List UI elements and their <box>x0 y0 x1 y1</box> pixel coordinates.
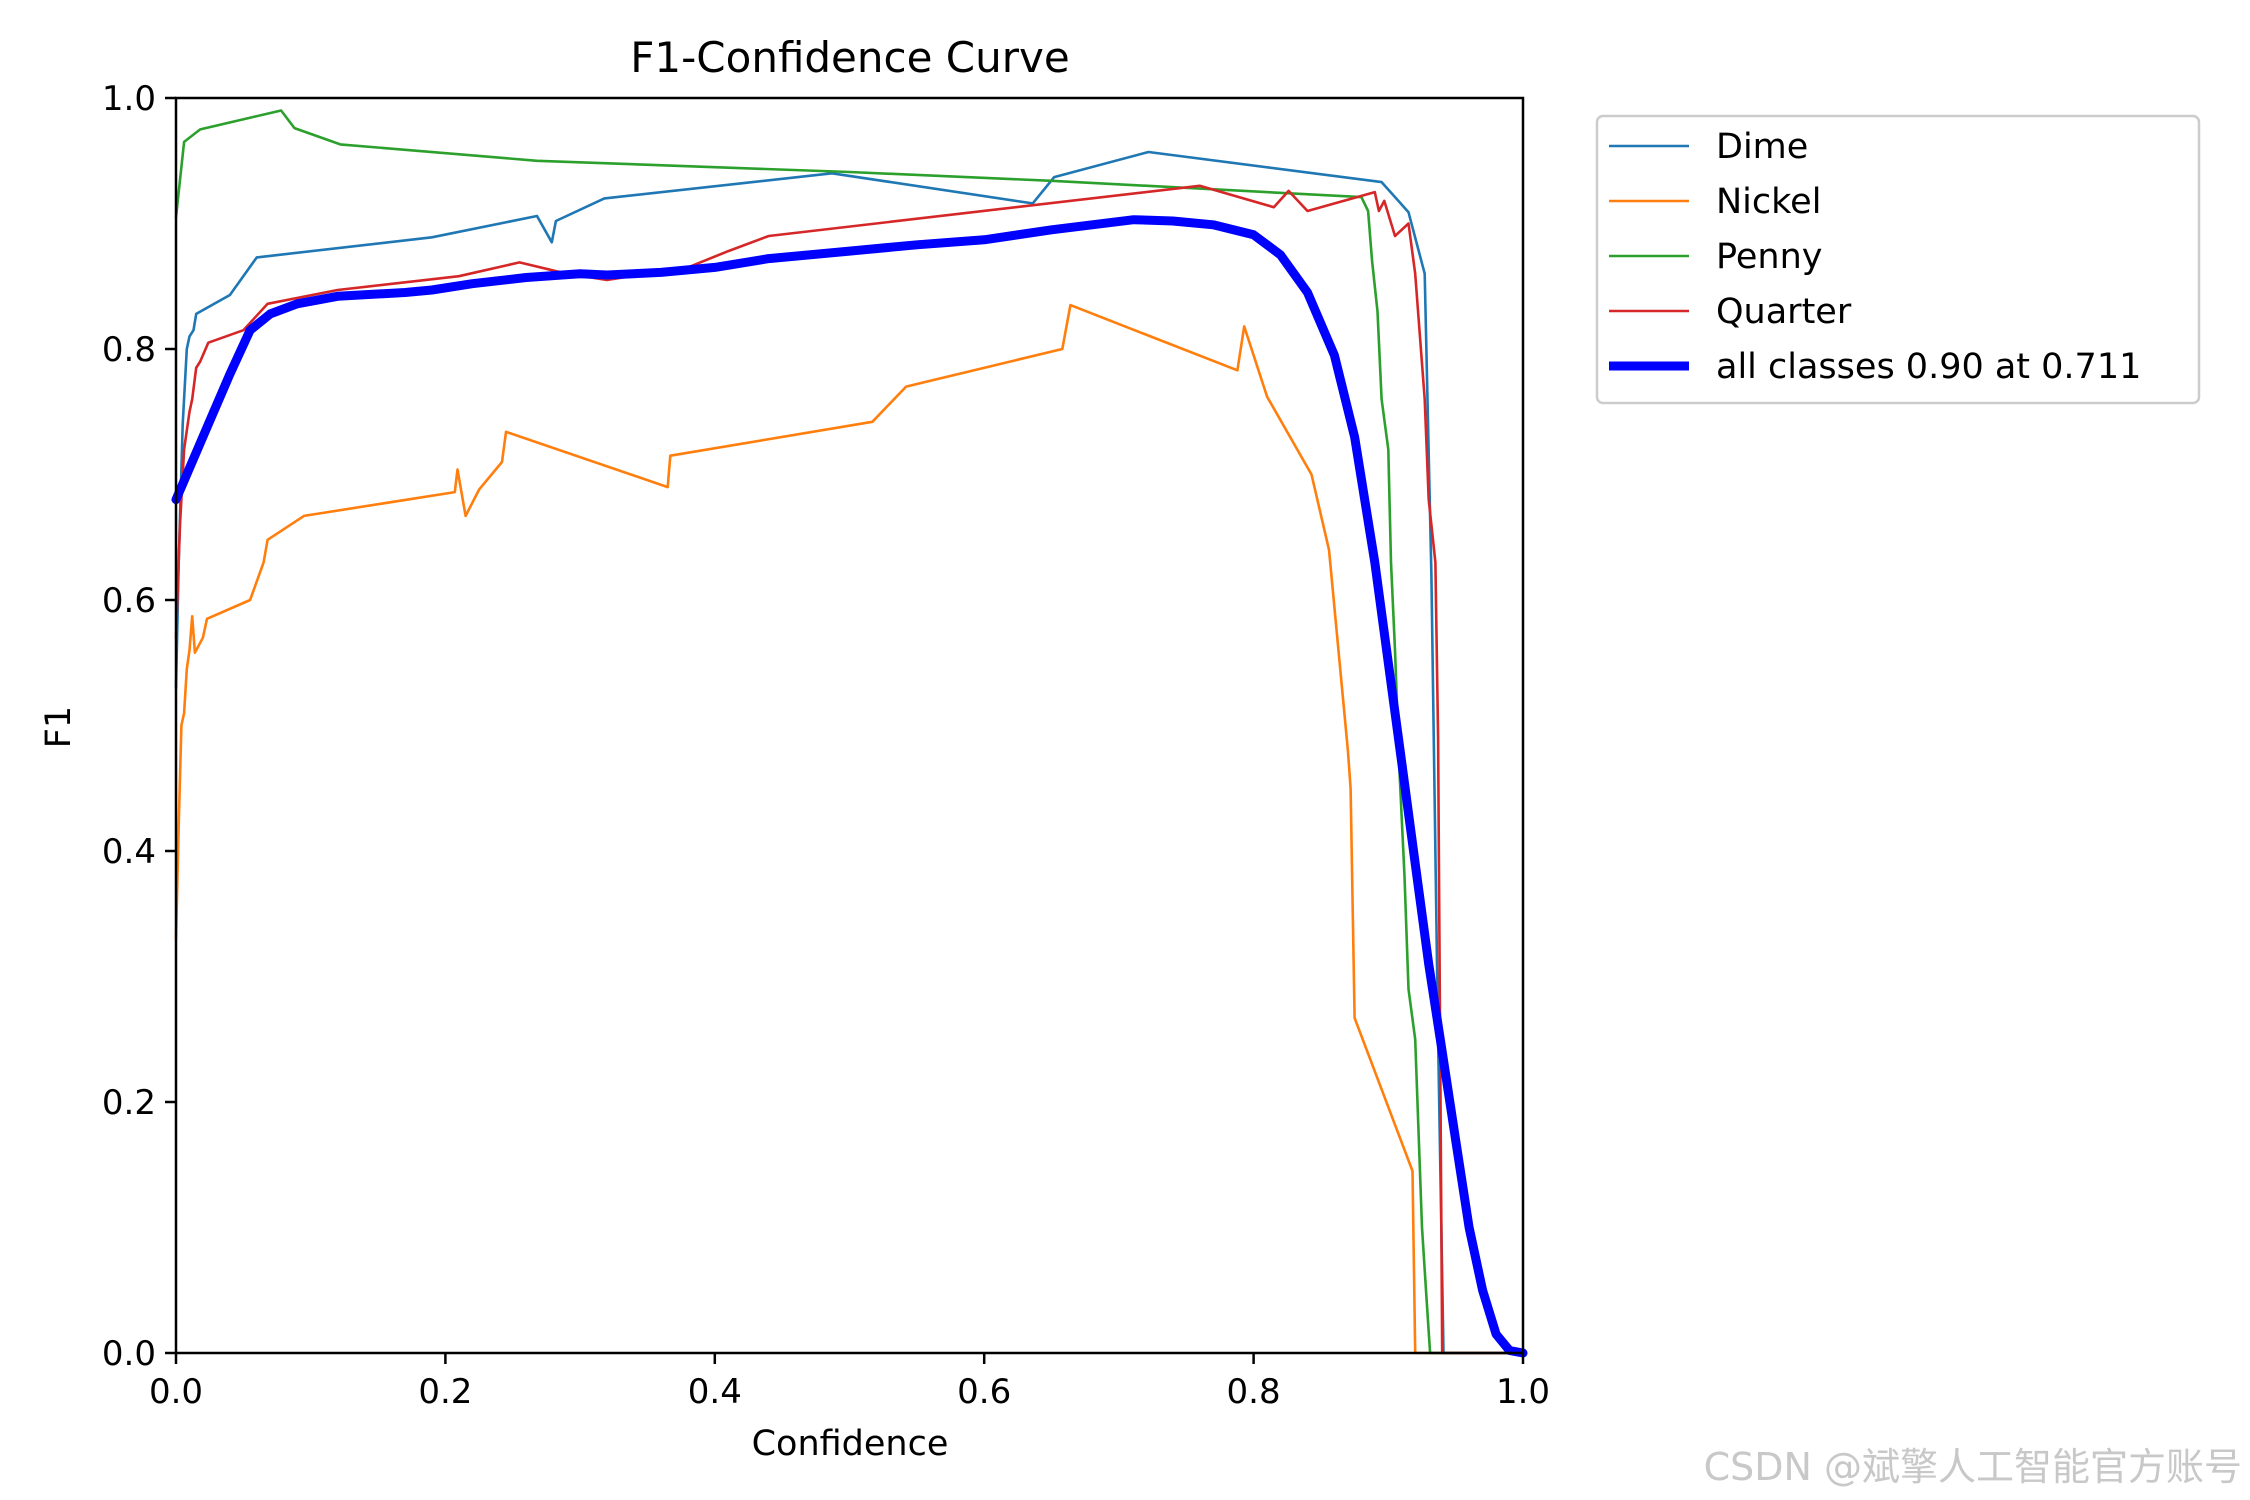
series-line-penny <box>174 109 1525 1355</box>
plot-frame <box>174 96 1525 1355</box>
legend-label: Dime <box>1716 127 1808 167</box>
series-layer <box>171 109 1528 1358</box>
legend-label: Nickel <box>1716 182 1821 222</box>
y-tick-label: 0.8 <box>102 330 156 370</box>
series-line-quarter <box>174 184 1525 1355</box>
y-axis-label: F1 <box>39 706 79 748</box>
series-line-nickel <box>174 303 1525 1355</box>
x-axis-label: Confidence <box>752 1424 949 1464</box>
y-axis-ticks: 0.0 0.2 0.4 0.6 0.8 1.0 <box>102 79 176 1374</box>
y-tick-label: 0.6 <box>102 581 156 621</box>
x-tick-label: 0.4 <box>688 1372 742 1412</box>
series-line-all <box>171 215 1528 1358</box>
legend-box <box>1595 114 2201 405</box>
legend-entries: Dime Nickel Penny Quarter all classes 0.90 a… <box>1609 127 2141 387</box>
legend-label: Quarter <box>1716 292 1852 332</box>
y-tick-label: 1.0 <box>102 79 156 119</box>
chart-title: F1-Confidence Curve <box>630 33 1069 82</box>
watermark: CSDN @斌擎人工智能官方账号 <box>1704 1445 2242 1489</box>
x-tick-label: 0.8 <box>1227 1372 1281 1412</box>
x-tick-label: 0.0 <box>149 1372 203 1412</box>
x-axis-ticks: 0.0 0.2 0.4 0.6 0.8 1.0 <box>149 1353 1550 1412</box>
legend-label: Penny <box>1716 237 1822 277</box>
y-tick-label: 0.0 <box>102 1334 156 1374</box>
x-tick-label: 0.6 <box>957 1372 1011 1412</box>
legend-label: all classes 0.90 at 0.711 <box>1716 347 2141 387</box>
y-tick-label: 0.4 <box>102 832 156 872</box>
x-tick-label: 0.2 <box>418 1372 472 1412</box>
legend: Dime Nickel Penny Quarter all classes 0.90 a… <box>1595 114 2201 405</box>
x-tick-label: 1.0 <box>1496 1372 1550 1412</box>
y-tick-label: 0.2 <box>102 1083 156 1123</box>
series-line-dime <box>174 150 1525 1355</box>
